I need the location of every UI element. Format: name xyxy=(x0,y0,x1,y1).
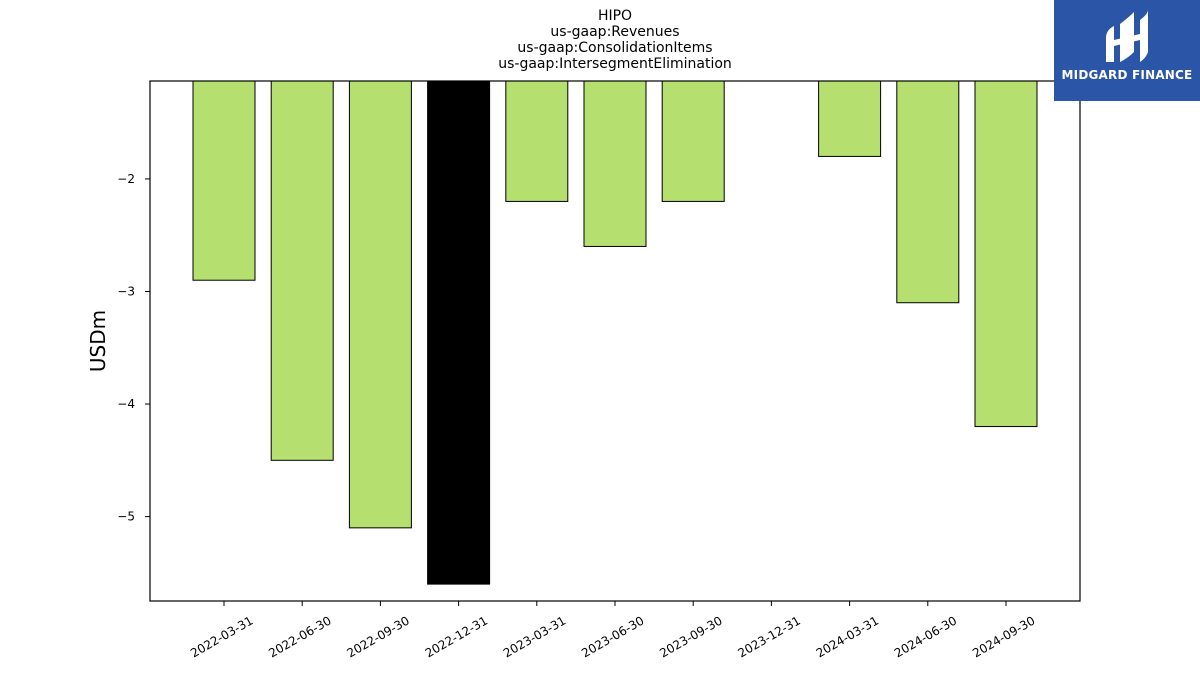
bar-2022-09-30 xyxy=(348,80,412,529)
bar-2023-06-30 xyxy=(583,80,647,247)
brand-logo-text: MIDGARD FINANCE xyxy=(1061,68,1193,82)
x-tick-label: 2022-06-30 xyxy=(266,613,333,660)
bar-2024-06-30 xyxy=(896,80,960,304)
y-axis: −2 −3 −4 −5 xyxy=(117,172,150,524)
x-tick-label: 2023-12-31 xyxy=(735,613,802,660)
chart-title-line-3: us-gaap:ConsolidationItems xyxy=(517,40,712,56)
x-tick-label: 2022-12-31 xyxy=(423,613,490,660)
y-tick-label: −5 xyxy=(117,510,135,524)
bar-2023-09-30 xyxy=(661,80,725,202)
chart-title-line-4: us-gaap:IntersegmentElimination xyxy=(498,56,732,72)
x-tick-label: 2023-06-30 xyxy=(579,613,646,660)
brand-logo: MIDGARD FINANCE xyxy=(1054,0,1200,101)
x-tick-label: 2022-09-30 xyxy=(344,613,411,660)
x-tick-label: 2024-09-30 xyxy=(970,613,1037,660)
chart-title: HIPO us-gaap:Revenues us-gaap:Consolidat… xyxy=(498,8,732,72)
y-tick-label: −3 xyxy=(117,284,135,298)
midgard-logo-icon xyxy=(1106,10,1148,62)
x-axis: 2022-03-31 2022-06-30 2022-09-30 2022-12-31… xyxy=(188,601,1038,660)
x-tick-label: 2023-03-31 xyxy=(501,613,568,660)
y-tick-label: −4 xyxy=(117,397,135,411)
bar-2022-12-31 xyxy=(427,80,491,585)
chart-title-line-2: us-gaap:Revenues xyxy=(550,24,679,40)
x-tick-label: 2023-09-30 xyxy=(657,613,724,660)
y-axis-label: USDm xyxy=(86,310,110,372)
x-tick-label: 2024-06-30 xyxy=(892,613,959,660)
bar-2024-03-31 xyxy=(818,80,882,157)
bar-2022-03-31 xyxy=(192,80,256,281)
x-tick-label: 2022-03-31 xyxy=(188,613,255,660)
bar-2023-03-31 xyxy=(505,80,569,202)
bar-2022-06-30 xyxy=(270,80,334,461)
bar-2024-09-30 xyxy=(974,80,1038,428)
y-tick-label: −2 xyxy=(117,172,135,186)
x-tick-label: 2024-03-31 xyxy=(814,613,881,660)
bars-group xyxy=(192,80,1038,585)
chart-title-line-1: HIPO xyxy=(598,8,632,24)
